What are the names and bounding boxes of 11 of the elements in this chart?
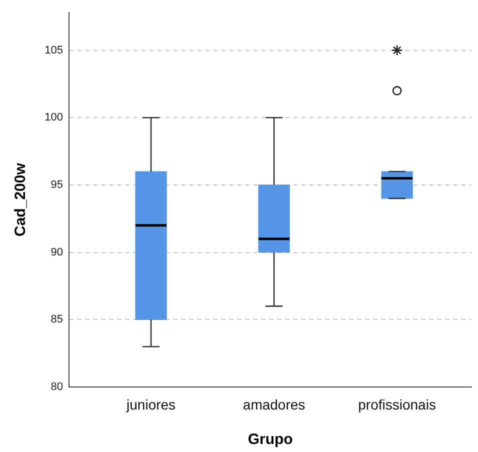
y-tick-label: 95 (50, 179, 63, 192)
y-tick-label: 85 (50, 314, 63, 326)
x-tick-label: amadores (242, 396, 306, 412)
x-tick-label: juniores (126, 396, 176, 412)
y-tick-label: 105 (44, 44, 63, 56)
y-tick-label: 100 (44, 112, 63, 124)
x-tick-label: profissionais (358, 396, 436, 412)
x-axis-title: Grupo (248, 431, 293, 448)
y-axis-title: Cad_200w (12, 162, 30, 236)
y-tick-label: 80 (50, 381, 63, 394)
y-tick-label: 90 (50, 246, 63, 258)
